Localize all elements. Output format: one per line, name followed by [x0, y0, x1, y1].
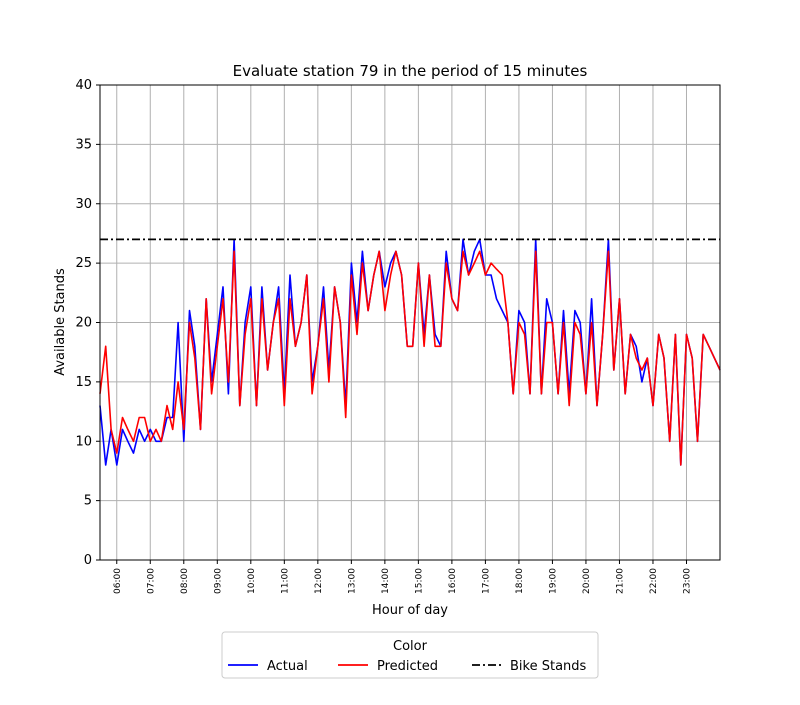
legend-label-actual: Actual	[267, 659, 308, 674]
x-tick-label: 21:00	[615, 568, 625, 594]
x-tick-label: 10:00	[247, 568, 257, 594]
y-tick-label: 0	[84, 553, 92, 568]
x-tick-label: 09:00	[213, 568, 223, 594]
x-tick-label: 07:00	[146, 568, 156, 594]
plot-frame	[99, 84, 721, 561]
grid-lines	[100, 84, 720, 561]
x-tick-label: 14:00	[381, 568, 391, 594]
x-tick-label: 11:00	[280, 568, 290, 594]
x-tick-label: 18:00	[515, 568, 525, 594]
x-axis-label: Hour of day	[372, 603, 448, 618]
x-tick-label: 19:00	[548, 568, 558, 594]
legend-title: Color	[393, 639, 428, 654]
y-tick-label: 15	[75, 375, 92, 390]
legend-label-predicted: Predicted	[377, 659, 438, 674]
x-tick-label: 17:00	[481, 568, 491, 594]
x-tick-label: 13:00	[347, 568, 357, 594]
x-tick-label: 22:00	[649, 568, 659, 594]
x-tick-label: 06:00	[113, 568, 123, 594]
x-axis-ticks: 06:00 07:00 08:00 09:00 10:00 11:00 12:00 13:00…	[113, 560, 692, 594]
y-tick-label: 5	[84, 494, 92, 509]
y-axis-label: Available Stands	[53, 268, 68, 376]
series-line-predicted	[99, 250, 721, 466]
x-tick-label: 12:00	[314, 568, 324, 594]
y-axis-ticks: 0 5 10 15 20 25 30 35 40	[75, 78, 100, 568]
x-tick-label: 15:00	[414, 568, 424, 594]
y-tick-label: 40	[75, 78, 92, 93]
y-tick-label: 35	[75, 137, 92, 152]
x-tick-label: 08:00	[180, 568, 190, 594]
series-lines	[99, 238, 721, 466]
legend: Color Actual Predicted Bike Stands	[221, 631, 599, 679]
y-tick-label: 10	[75, 434, 92, 449]
legend-label-bike-stands: Bike Stands	[510, 659, 587, 674]
chart-title: Evaluate station 79 in the period of 15 …	[233, 62, 588, 80]
y-tick-label: 25	[75, 256, 92, 271]
x-tick-label: 20:00	[582, 568, 592, 594]
x-tick-label: 23:00	[682, 568, 692, 594]
x-tick-label: 16:00	[448, 568, 458, 594]
y-tick-label: 20	[75, 316, 92, 331]
y-tick-label: 30	[75, 197, 92, 212]
legend-box	[221, 631, 599, 679]
